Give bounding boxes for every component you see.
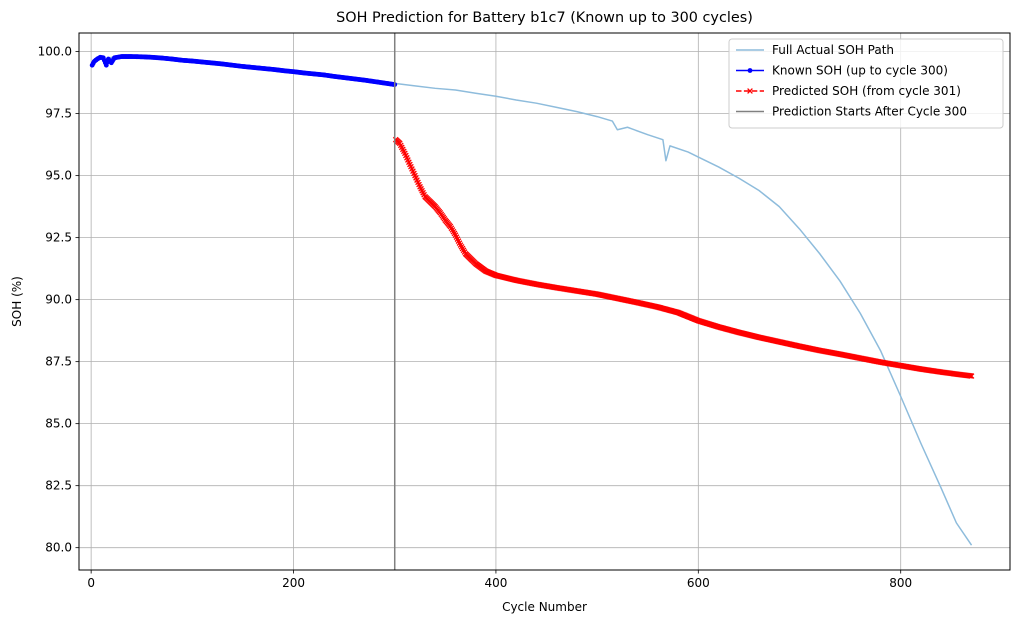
legend-entry: Predicted SOH (from cycle 301): [736, 84, 961, 98]
grid: [79, 33, 1010, 570]
y-tick-label: 82.5: [45, 479, 72, 493]
series-1: [89, 54, 398, 87]
plot-area-frame: [78, 32, 1011, 571]
legend-marker: [747, 68, 753, 73]
y-tick-label: 85.0: [45, 417, 72, 431]
x-axis-label: Cycle Number: [502, 600, 587, 614]
y-tick-label: 100.0: [38, 45, 72, 59]
legend-label: Predicted SOH (from cycle 301): [772, 84, 961, 98]
y-tick-label: 90.0: [45, 293, 72, 307]
x-tick-label: 600: [687, 576, 710, 590]
y-tick-label: 87.5: [45, 355, 72, 369]
x-tick-label: 0: [87, 576, 95, 590]
y-tick-label: 80.0: [45, 541, 72, 555]
series-2: [392, 136, 975, 379]
legend-entry: Known SOH (up to cycle 300): [736, 64, 948, 78]
y-tick-label: 92.5: [45, 231, 72, 245]
x-tick-label: 200: [282, 576, 305, 590]
legend-label: Known SOH (up to cycle 300): [772, 64, 948, 78]
y-tick-label: 95.0: [45, 169, 72, 183]
legend-entry: Full Actual SOH Path: [736, 43, 894, 57]
x-tick-label: 400: [484, 576, 507, 590]
legend: Full Actual SOH Path Known SOH (up to cyc…: [728, 38, 1004, 129]
legend-label: Full Actual SOH Path: [772, 43, 894, 57]
legend-box: [728, 38, 1004, 129]
ticks: 0 200 400 600 800 80.0 82.5 85.0 87.5 90.0 92.5 95.…: [38, 45, 913, 590]
legend-entry: Prediction Starts After Cycle 300: [736, 105, 967, 119]
legend-marker: [747, 88, 753, 94]
x-tick-label: 800: [889, 576, 912, 590]
predicted-soh-point: [968, 373, 975, 379]
legend-label: Prediction Starts After Cycle 300: [772, 105, 967, 119]
series-layer: [89, 33, 975, 570]
chart-title: SOH Prediction for Battery b1c7 (Known u…: [336, 10, 753, 26]
y-axis-label: SOH (%): [10, 276, 24, 327]
y-tick-label: 97.5: [45, 107, 72, 121]
